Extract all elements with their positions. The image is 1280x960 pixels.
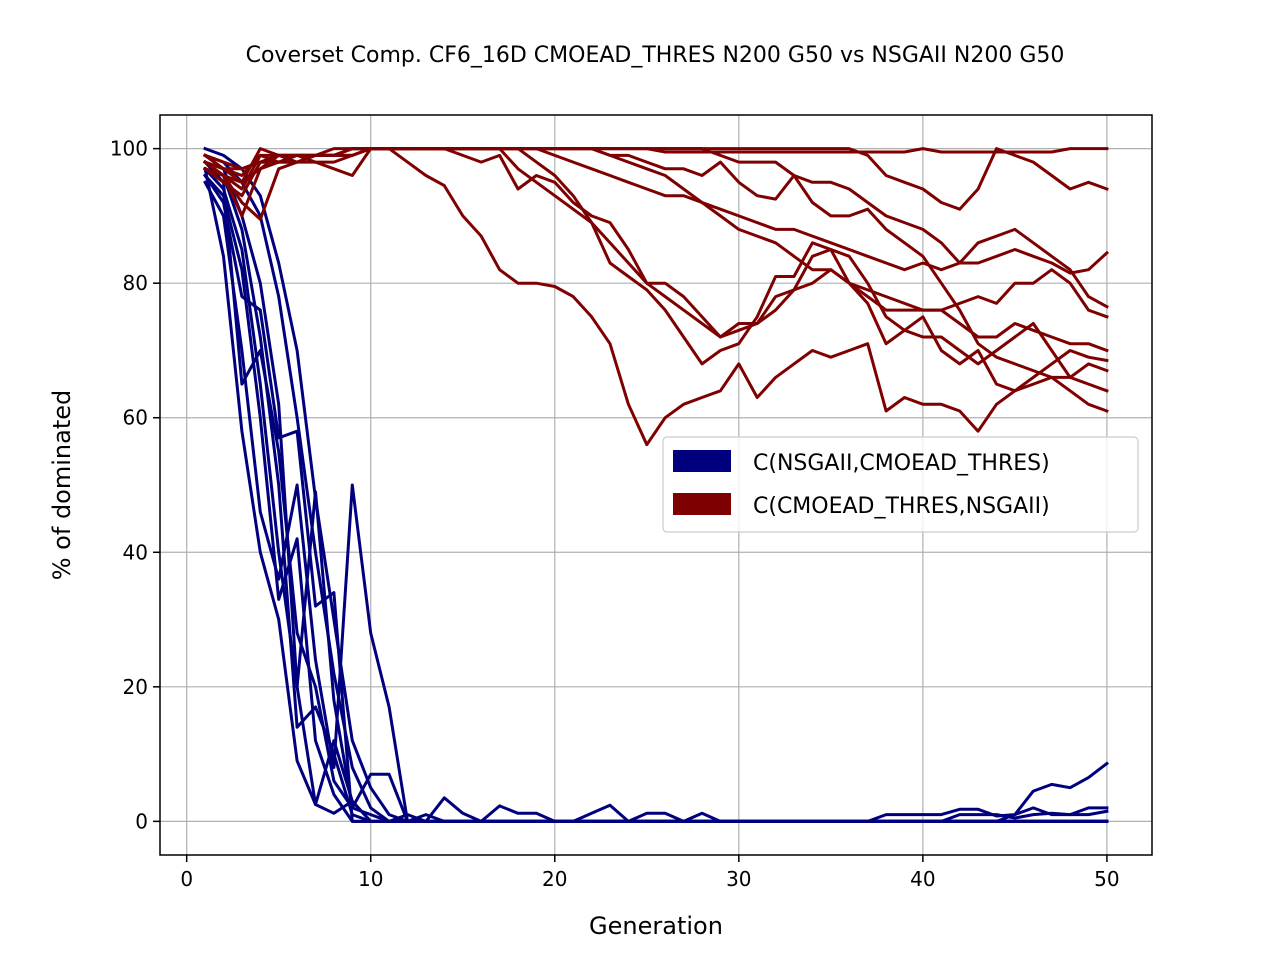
series-line-nsgaii-10 [202, 173, 1109, 823]
legend-box [662, 436, 1139, 533]
legend-swatch-cmoead [673, 493, 731, 515]
x-tick-label: 50 [1094, 867, 1119, 891]
x-tick-label: 20 [542, 867, 567, 891]
y-tick-label: 100 [110, 137, 148, 161]
y-tick-label: 20 [123, 675, 148, 699]
y-axis-label: % of dominated [48, 390, 76, 581]
series-line-nsgaii-8 [203, 160, 1110, 823]
x-tick-label: 30 [726, 867, 751, 891]
x-tick-label: 10 [358, 867, 383, 891]
legend: C(NSGAII,CMOEAD_THRES) C(CMOEAD_THRES,NS… [662, 436, 1139, 533]
x-tick-label: 0 [180, 867, 193, 891]
legend-swatch-nsgaii [673, 450, 731, 472]
y-tick-label: 40 [123, 540, 148, 564]
chart-title: Coverset Comp. CF6_16D CMOEAD_THRES N200… [246, 43, 1065, 68]
x-tick-label: 40 [910, 867, 935, 891]
series-line-cmoead-20 [203, 147, 1110, 275]
legend-label-nsgaii: C(NSGAII,CMOEAD_THRES) [753, 451, 1050, 476]
y-tick-label: 60 [123, 406, 148, 430]
series-layer [202, 146, 1110, 823]
y-tick-label: 80 [123, 271, 148, 295]
y-tick-label: 0 [135, 809, 148, 833]
tick-layer: 0 10 20 30 40 50 0 20 40 60 80 100 [110, 137, 1120, 891]
series-line-cmoead-17 [203, 147, 1109, 413]
plot-frame [159, 114, 1153, 856]
x-axis-label: Generation [589, 912, 723, 940]
legend-label-cmoead: C(CMOEAD_THRES,NSGAII) [753, 494, 1050, 519]
